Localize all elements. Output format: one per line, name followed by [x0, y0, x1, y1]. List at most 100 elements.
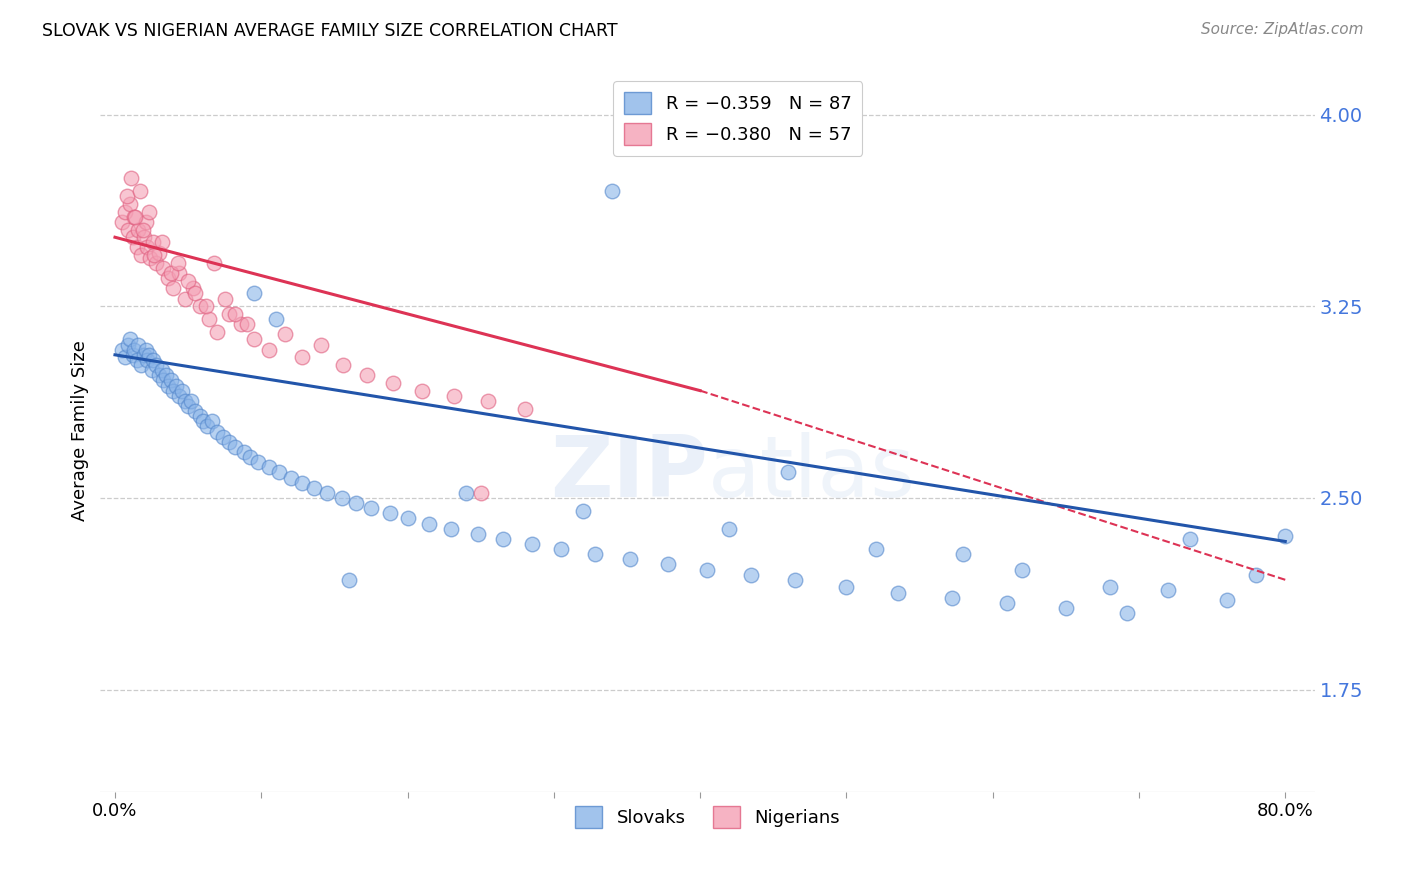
Point: [302, 481, 325, 495]
Point: [267, 466, 290, 480]
Point: [454, 486, 477, 500]
Point: [550, 542, 572, 557]
Point: [657, 558, 679, 572]
Point: [204, 256, 226, 270]
Point: [257, 460, 280, 475]
Point: [148, 245, 170, 260]
Point: [218, 307, 240, 321]
Point: [583, 547, 606, 561]
Point: [114, 204, 136, 219]
Point: [150, 363, 173, 377]
Point: [1178, 532, 1201, 546]
Point: [243, 286, 266, 301]
Point: [332, 358, 354, 372]
Point: [941, 591, 963, 605]
Point: [197, 312, 219, 326]
Point: [145, 358, 167, 372]
Point: [207, 425, 229, 439]
Point: [243, 333, 266, 347]
Point: [291, 475, 314, 490]
Point: [696, 563, 718, 577]
Point: [135, 215, 157, 229]
Point: [785, 573, 807, 587]
Point: [191, 414, 214, 428]
Point: [135, 343, 157, 357]
Point: [381, 376, 404, 390]
Point: [238, 450, 260, 464]
Point: [134, 230, 156, 244]
Point: [115, 189, 138, 203]
Point: [1244, 567, 1267, 582]
Point: [309, 337, 332, 351]
Point: [121, 348, 143, 362]
Point: [159, 266, 181, 280]
Point: [169, 389, 191, 403]
Point: [257, 343, 280, 357]
Point: [337, 573, 360, 587]
Point: [229, 317, 252, 331]
Point: [718, 522, 741, 536]
Point: [396, 511, 419, 525]
Point: [118, 333, 141, 347]
Point: [136, 353, 159, 368]
Point: [224, 440, 246, 454]
Point: [121, 230, 143, 244]
Point: [572, 504, 595, 518]
Point: [232, 445, 254, 459]
Point: [443, 389, 465, 403]
Point: [1116, 606, 1139, 620]
Point: [131, 248, 153, 262]
Point: [865, 542, 887, 557]
Point: [125, 240, 148, 254]
Point: [835, 581, 858, 595]
Point: [491, 532, 513, 546]
Text: SLOVAK VS NIGERIAN AVERAGE FAMILY SIZE CORRELATION CHART: SLOVAK VS NIGERIAN AVERAGE FAMILY SIZE C…: [42, 22, 617, 40]
Point: [143, 248, 166, 262]
Point: [356, 368, 378, 383]
Point: [291, 351, 314, 365]
Point: [207, 325, 229, 339]
Point: [128, 184, 150, 198]
Point: [477, 393, 499, 408]
Point: [1011, 563, 1033, 577]
Point: [148, 368, 170, 383]
Point: [952, 547, 974, 561]
Point: [131, 358, 153, 372]
Point: [177, 399, 200, 413]
Point: [138, 348, 160, 362]
Point: [995, 596, 1018, 610]
Point: [174, 292, 197, 306]
Point: [194, 299, 217, 313]
Text: atlas: atlas: [707, 432, 915, 516]
Point: [360, 501, 382, 516]
Point: [470, 486, 492, 500]
Point: [125, 353, 148, 368]
Point: [1054, 601, 1077, 615]
Point: [117, 222, 139, 236]
Point: [122, 343, 145, 357]
Point: [138, 204, 160, 219]
Point: [212, 430, 235, 444]
Point: [619, 552, 641, 566]
Point: [418, 516, 440, 531]
Point: [440, 522, 463, 536]
Point: [152, 373, 174, 387]
Text: ZIP: ZIP: [550, 432, 707, 516]
Point: [156, 378, 179, 392]
Point: [316, 486, 339, 500]
Point: [162, 384, 184, 398]
Point: [280, 470, 302, 484]
Point: [118, 197, 141, 211]
Point: [520, 537, 543, 551]
Point: [136, 240, 159, 254]
Point: [188, 299, 211, 313]
Text: Source: ZipAtlas.com: Source: ZipAtlas.com: [1201, 22, 1364, 37]
Point: [159, 373, 181, 387]
Point: [145, 256, 167, 270]
Point: [167, 256, 190, 270]
Point: [1274, 529, 1296, 543]
Point: [214, 292, 236, 306]
Point: [162, 281, 184, 295]
Point: [172, 384, 194, 398]
Point: [200, 414, 222, 428]
